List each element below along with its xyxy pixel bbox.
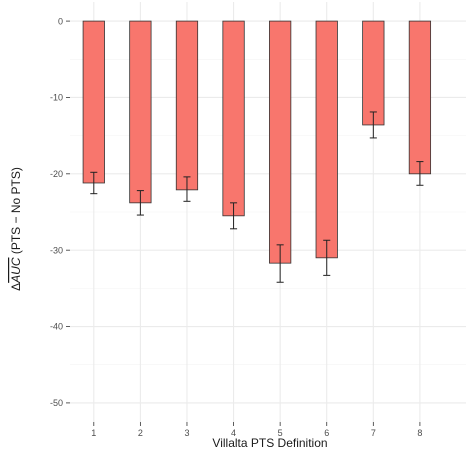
- error-bar-5: [276, 244, 284, 283]
- error-bar-3: [183, 176, 191, 202]
- x-tick-label: 8: [417, 428, 422, 438]
- y-tick-label: -40: [50, 322, 63, 332]
- bar-8: [408, 20, 432, 175]
- y-axis-title: ΔAUC (PTS − No PTS): [9, 167, 23, 291]
- error-bar-8: [416, 161, 424, 186]
- bar-4: [222, 20, 245, 217]
- y-axis-title-delta: Δ: [9, 283, 23, 291]
- bar-5: [269, 20, 292, 264]
- error-bar-4: [230, 202, 238, 230]
- y-axis: 0 -10 -20 -30 -40 -50: [50, 16, 70, 408]
- error-bar-2: [136, 190, 144, 216]
- error-bar-6: [323, 239, 331, 276]
- y-tick-label: -30: [50, 245, 63, 255]
- y-tick-label: -10: [50, 93, 63, 103]
- error-bar-1: [90, 171, 98, 195]
- bar-1: [82, 20, 105, 184]
- x-tick-label: 7: [371, 428, 376, 438]
- x-tick-label: 3: [184, 428, 189, 438]
- x-axis-title: Villalta PTS Definition: [212, 436, 327, 450]
- y-axis-title-auc: AUC: [9, 257, 23, 284]
- bars-layer: [82, 20, 432, 264]
- y-tick-label: -20: [50, 169, 63, 179]
- bar-7: [362, 20, 385, 126]
- x-tick-label: 6: [324, 428, 329, 438]
- bar-3: [175, 20, 199, 191]
- bar-2: [129, 20, 152, 204]
- y-tick-label: -50: [50, 398, 63, 408]
- x-axis: 1 2 3 4 5 6 7 8: [91, 422, 422, 438]
- x-tick-label: 1: [91, 428, 96, 438]
- x-tick-label: 4: [231, 428, 236, 438]
- x-tick-label: 5: [278, 428, 283, 438]
- y-tick-label: 0: [58, 16, 63, 26]
- error-bars-layer: [90, 111, 424, 283]
- error-bar-7: [369, 111, 377, 139]
- x-tick-label: 2: [138, 428, 143, 438]
- bar-6: [315, 20, 338, 259]
- y-axis-title-suffix: (PTS − No PTS): [9, 167, 23, 257]
